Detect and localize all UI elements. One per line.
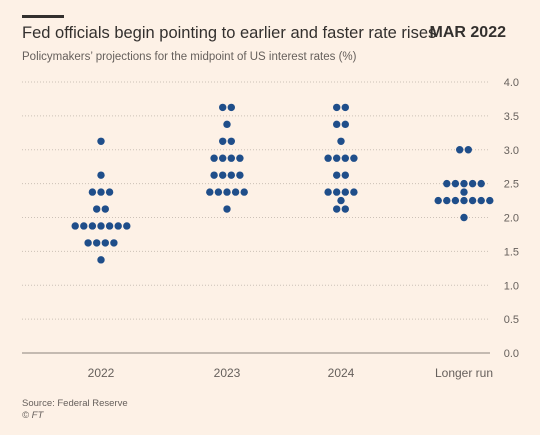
projection-dot xyxy=(97,171,105,179)
projection-dot xyxy=(333,120,341,129)
projection-dot xyxy=(223,205,231,213)
projection-dot xyxy=(236,154,244,162)
projection-dot xyxy=(93,205,101,213)
chart-date: MAR 2022 xyxy=(429,24,506,41)
projection-dot xyxy=(97,256,105,264)
projection-dot xyxy=(350,154,358,162)
projection-dot xyxy=(324,188,332,196)
projection-dot xyxy=(223,120,231,129)
y-tick-label: 4.0 xyxy=(504,77,519,89)
y-tick-label: 1.0 xyxy=(504,280,519,292)
projection-dot xyxy=(460,196,468,205)
chart-title: Fed officials begin pointing to earlier … xyxy=(22,24,437,42)
projection-dot xyxy=(210,154,218,162)
projection-dot xyxy=(468,179,477,188)
x-tick-label: 2023 xyxy=(214,366,241,380)
projection-dot xyxy=(227,171,235,179)
projection-dot xyxy=(333,205,341,213)
x-tick-label: 2024 xyxy=(328,366,355,380)
projection-dot xyxy=(227,103,235,112)
projection-dot xyxy=(460,213,468,222)
projection-dot xyxy=(219,171,227,179)
x-tick-label: Longer run xyxy=(435,366,493,380)
projection-dot xyxy=(341,103,349,112)
projection-dot xyxy=(337,137,345,145)
projection-dot xyxy=(88,188,97,196)
projection-dot xyxy=(105,188,114,196)
projection-dot xyxy=(210,171,218,179)
projection-dot xyxy=(206,188,214,196)
projection-dot xyxy=(486,196,494,205)
projection-dot xyxy=(101,205,110,213)
y-tick-label: 3.5 xyxy=(504,111,519,123)
projection-dot xyxy=(456,146,464,154)
y-tick-label: 2.0 xyxy=(504,213,519,225)
projection-dot xyxy=(219,103,227,112)
projection-dot xyxy=(214,188,223,196)
projection-dot xyxy=(236,171,244,179)
projection-dot xyxy=(93,239,101,247)
projection-dot xyxy=(333,154,341,162)
y-tick-label: 0.5 xyxy=(504,314,519,326)
projection-dot xyxy=(333,188,341,196)
projection-dot xyxy=(227,154,235,162)
projection-dot xyxy=(114,222,122,230)
projection-dot xyxy=(219,137,227,145)
projection-dot xyxy=(341,154,349,162)
projection-dot xyxy=(219,154,227,162)
projection-dot xyxy=(464,146,472,154)
projection-dot xyxy=(460,179,468,188)
projection-dot xyxy=(468,196,477,205)
projection-dot xyxy=(333,103,341,112)
projection-dot xyxy=(88,222,97,230)
projection-dot xyxy=(333,171,341,179)
y-tick-label: 1.5 xyxy=(504,246,519,258)
projection-dot xyxy=(101,239,110,247)
x-tick-label: 2022 xyxy=(88,366,115,380)
projection-dot xyxy=(97,188,105,196)
projection-dot xyxy=(477,179,485,188)
chart-subtitle: Policymakers’ projections for the midpoi… xyxy=(22,51,357,63)
projection-dot xyxy=(443,179,451,188)
source-note: Source: Federal Reserve xyxy=(22,398,128,409)
projection-dot xyxy=(341,205,349,213)
projection-dot xyxy=(341,171,349,179)
projection-dot xyxy=(350,188,358,196)
y-tick-label: 2.5 xyxy=(504,179,519,191)
projection-dot xyxy=(227,137,235,145)
projection-dot xyxy=(80,222,88,230)
projection-dot xyxy=(434,196,442,205)
y-tick-label: 0.0 xyxy=(504,348,519,360)
projection-dot xyxy=(97,222,105,230)
projection-dot xyxy=(477,196,485,205)
projection-dot xyxy=(105,222,114,230)
header-accent-bar xyxy=(22,15,64,18)
projection-dot xyxy=(341,120,349,129)
projection-dot xyxy=(123,222,131,230)
projection-dot xyxy=(443,196,451,205)
projection-dot xyxy=(97,137,105,145)
projection-dot xyxy=(231,188,240,196)
projection-dot xyxy=(71,222,79,230)
projection-dot xyxy=(337,196,345,205)
projection-dot xyxy=(451,196,460,205)
projection-dot xyxy=(240,188,248,196)
projection-dot xyxy=(223,188,231,196)
projection-dot xyxy=(110,239,118,247)
projection-dot xyxy=(460,188,468,196)
y-tick-label: 3.0 xyxy=(504,145,519,157)
projection-dot xyxy=(451,179,460,188)
projection-dot xyxy=(84,239,92,247)
copyright-note: © FT xyxy=(22,410,44,421)
projection-dot xyxy=(324,154,332,162)
projection-dot xyxy=(341,188,349,196)
